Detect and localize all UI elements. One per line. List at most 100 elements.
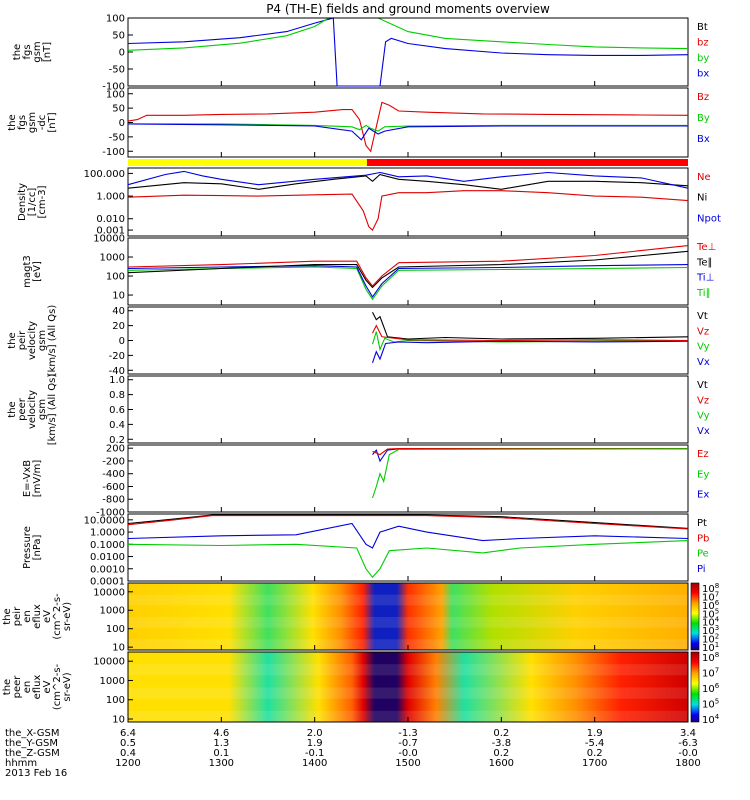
panel-frame [127, 375, 689, 444]
y-tick-label: 1000 [100, 676, 125, 687]
spectrogram-band [128, 687, 688, 700]
y-tick-label: 100 [106, 624, 125, 635]
series-Ti_par [127, 266, 689, 301]
y-tick-label: 1000 [100, 253, 125, 264]
ephemeris-row-label: hhmm [5, 758, 37, 769]
colorbar-tick-exponent: 6 [715, 599, 720, 607]
y-axis-label-line: eflux [32, 604, 43, 629]
y-axis-label-line: -dc [37, 115, 48, 130]
colorbar [690, 651, 700, 723]
y-axis-label-line: [km/s] (All Qs) [47, 305, 58, 377]
y-axis-label-line: velocity [27, 321, 38, 360]
y-axis-label-line: peir [17, 330, 28, 350]
colorbar-tick-label: 104 [702, 713, 720, 726]
colorbar-tick-exponent: 4 [715, 616, 720, 624]
legend-entry: Te∥ [696, 257, 713, 268]
y-axis-label-line: [1/cc] [27, 188, 38, 217]
spectrogram-band [128, 616, 688, 629]
y-axis-label-line: fgs [17, 115, 28, 130]
spectrogram-band [128, 638, 688, 651]
panel-fgs-gsm-dc: 100 50 0 -50 -100 the fgs gsm -dc [nT] Bz By Bx [7, 87, 710, 158]
panel-frame [127, 237, 689, 306]
y-axis-label-line: the [7, 114, 18, 130]
colorbar-tick-exponent: 7 [715, 667, 719, 675]
spectrogram-band [128, 710, 688, 723]
colorbar-tick-exponent: 6 [715, 682, 720, 690]
ephemeris-value: 0.2 [493, 748, 509, 759]
spectrogram-band [128, 663, 688, 676]
legend-entry: Vz [697, 326, 709, 337]
legend-entry: bz [697, 38, 709, 49]
y-axis-label-line: the [2, 679, 13, 695]
legend-entry: Pi [697, 564, 706, 575]
y-axis-label-line: the [2, 608, 13, 624]
ephemeris-value: 1400 [302, 758, 327, 769]
panel-frame [127, 444, 689, 513]
y-tick-label: -20 [109, 351, 125, 362]
y-tick-label: 0.4 [109, 420, 125, 431]
panel-peir-en-eflux: 10810710610510410310210110000100010010th… [2, 582, 720, 654]
ephemeris-row-label: the_X-GSM [5, 728, 59, 739]
legend-entry: bx [697, 69, 709, 80]
legend-entry: Bt [697, 22, 708, 33]
y-axis-label-line: (cm^2-s- [52, 593, 63, 640]
ephemeris-value: 1200 [115, 758, 140, 769]
panel-peer-velocity: 1.0 0.8 0.6 0.4 0.2 the peer velocity gsm [km/s] … [7, 374, 710, 446]
legend-entry: Vx [697, 357, 710, 368]
y-axis-label-line: [nT] [42, 42, 53, 62]
y-tick-label: 10000 [93, 657, 125, 668]
ephemeris-value: 0.2 [587, 748, 603, 759]
y-axis-label-line: gsm [37, 330, 48, 351]
ephemeris-value: 1.9 [307, 738, 323, 749]
legend-entry: Bx [697, 134, 710, 145]
y-axis-label-line: en [22, 681, 33, 694]
mode-segment-1 [366, 159, 688, 166]
y-axis-label-line: E=-VxB [22, 460, 33, 497]
y-axis-label-line: gsm [37, 399, 48, 420]
y-tick-label: -50 [109, 65, 125, 76]
y-axis-label-line: [mV/m] [32, 460, 43, 498]
y-axis-label-line: eflux [32, 675, 43, 700]
series-Pt [127, 514, 689, 529]
panel-fgs: 100 50 0 -50 -100 the fgs gsm [nT] Bt bz by bx [12, 14, 709, 93]
y-axis-label-line: velocity [27, 390, 38, 429]
y-axis-label-line: gsm [32, 41, 43, 62]
y-axis-label-line: [cm-3] [37, 185, 48, 218]
colorbar-tick-exponent: 1 [715, 641, 719, 649]
y-axis-label-line: gsm [27, 112, 38, 133]
y-axis-label-line: [km/s] (All Qs) [47, 374, 58, 446]
y-axis-label-line: eV [42, 680, 53, 693]
legend-entry: Vy [697, 411, 710, 422]
panel-peer-en-eflux: 108 107 106 105 104 10000 1000 100 10 the peer en ef… [2, 651, 720, 726]
colorbar-tick-label: 108 [702, 651, 719, 664]
y-tick-label: 0.0010 [90, 564, 125, 575]
ephemeris-value: -5.4 [585, 738, 605, 749]
y-tick-label: -600 [102, 482, 125, 493]
y-axis-label-line: eV [42, 610, 53, 623]
legend-entry: Vt [697, 380, 708, 391]
legend-entry: Vt [697, 311, 708, 322]
y-tick-label: -400 [102, 469, 125, 480]
ephemeris-value: 1800 [675, 758, 700, 769]
series-Ey [371, 448, 689, 499]
series-Te_par [127, 250, 689, 289]
colorbar-tick-exponent: 5 [715, 698, 719, 706]
colorbar-tick-exponent: 3 [715, 624, 719, 632]
ephemeris-value: -3.8 [492, 738, 512, 749]
y-axis-label-line: fgs [22, 44, 33, 59]
y-axis-label-line: sr-eV) [62, 672, 73, 701]
y-tick-label: 0.2 [109, 435, 125, 446]
y-tick-label: 10.0000 [84, 515, 125, 526]
legend-entry: Ti⊥ [696, 273, 714, 284]
y-tick-label: 0.0100 [90, 552, 125, 563]
colorbar-tick-exponent: 7 [715, 590, 719, 598]
series-Pe [127, 540, 689, 579]
legend-entry: Ni [697, 193, 707, 204]
panel-frame [127, 167, 689, 237]
y-tick-label: 50 [112, 31, 125, 42]
series-Ex [372, 448, 688, 463]
panel-temperature: 10000 1000 100 10 magt3 [eV] Te⊥ Te∥ Ti⊥ Ti∥ [22, 234, 716, 306]
panel-mode-bar [128, 159, 688, 166]
legend-entry: by [697, 53, 709, 64]
